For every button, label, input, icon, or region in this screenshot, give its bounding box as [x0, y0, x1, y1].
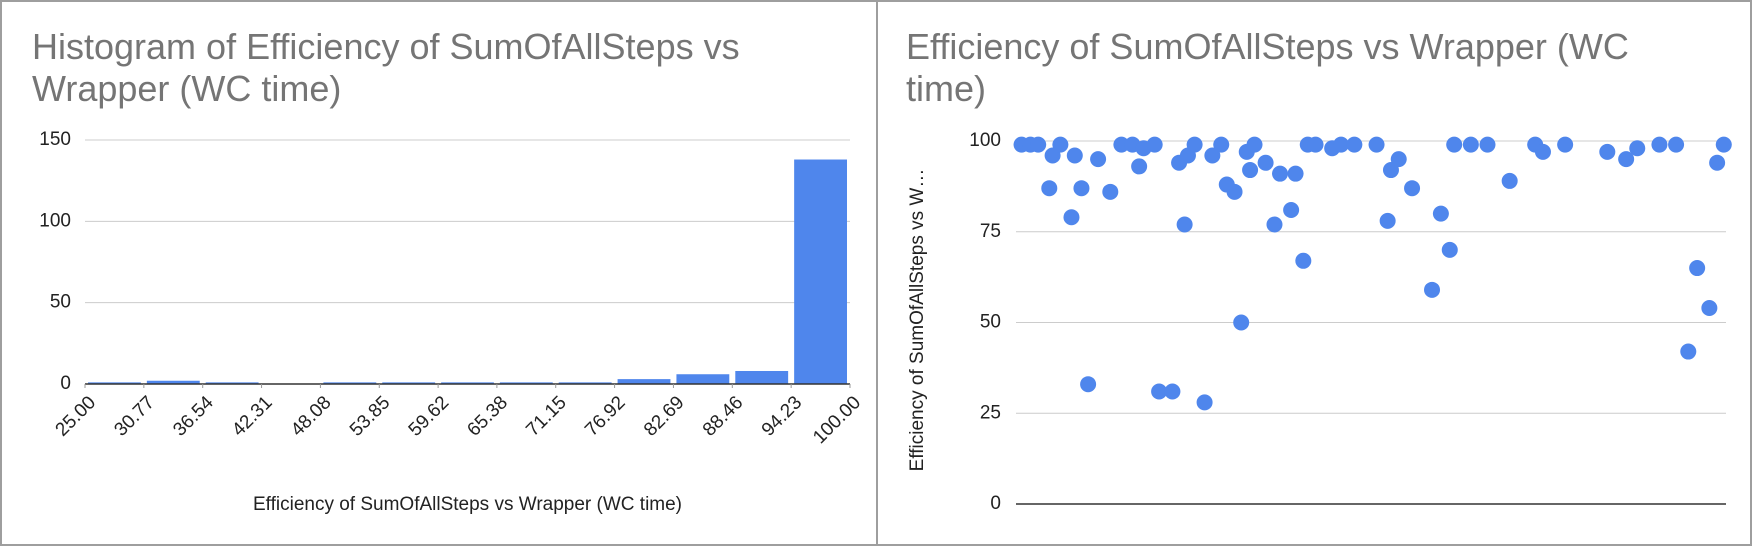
chart-title: Histogram of Efficiency of SumOfAllSteps… — [32, 26, 740, 109]
point — [1295, 252, 1312, 269]
point — [1283, 201, 1300, 218]
bar — [558, 382, 612, 384]
point — [1462, 136, 1479, 153]
point — [1287, 165, 1304, 182]
point — [1131, 158, 1148, 175]
bar — [441, 382, 494, 384]
point — [1213, 136, 1230, 153]
y-tick-label: 150 — [39, 129, 71, 150]
point — [1257, 154, 1274, 171]
y-tick-label: 50 — [50, 292, 71, 313]
point — [1715, 136, 1732, 153]
point — [1164, 383, 1181, 400]
x-tick-label: 42.31 — [228, 392, 276, 440]
point — [1266, 216, 1283, 233]
point — [1390, 151, 1407, 168]
point — [1113, 136, 1130, 153]
x-tick-label: 59.62 — [405, 392, 453, 440]
bar — [88, 382, 141, 384]
point — [1441, 241, 1458, 258]
point — [1063, 209, 1080, 226]
point — [1196, 394, 1213, 411]
point — [1151, 383, 1168, 400]
point — [1176, 216, 1193, 233]
y-tick-label: 100 — [969, 130, 1001, 151]
point — [1204, 147, 1221, 164]
point — [1668, 136, 1685, 153]
point — [1090, 151, 1107, 168]
bar — [617, 379, 671, 384]
x-tick-label: 82.69 — [640, 392, 688, 440]
point — [1501, 172, 1518, 189]
point — [1073, 180, 1090, 197]
x-axis-label: Efficiency of SumOfAllSteps vs Wrapper (… — [253, 494, 682, 515]
point — [1041, 180, 1058, 197]
y-tick-label: 100 — [39, 210, 71, 231]
point — [1242, 162, 1259, 179]
point — [1379, 212, 1396, 229]
x-tick-label: 76.92 — [581, 392, 629, 440]
x-tick-label: 30.77 — [110, 392, 158, 440]
point — [1680, 343, 1697, 360]
point — [1404, 180, 1421, 197]
y-tick-label: 25 — [980, 402, 1001, 423]
bar — [735, 370, 789, 384]
point — [1629, 140, 1646, 157]
point — [1186, 136, 1203, 153]
point — [1689, 260, 1706, 277]
point — [1030, 136, 1047, 153]
point — [1052, 136, 1069, 153]
bar — [794, 159, 847, 384]
point — [1557, 136, 1574, 153]
point — [1272, 165, 1289, 182]
point — [1599, 143, 1616, 160]
point — [1226, 183, 1243, 200]
point — [1479, 136, 1496, 153]
y-tick-label: 0 — [60, 373, 71, 394]
x-tick-label: 25.00 — [52, 392, 100, 440]
point — [1307, 136, 1324, 153]
bar — [676, 374, 730, 384]
point — [1333, 136, 1350, 153]
point — [1651, 136, 1668, 153]
x-tick-label: 100.00 — [809, 392, 865, 448]
point — [1146, 136, 1163, 153]
bar — [146, 380, 200, 384]
point — [1066, 147, 1083, 164]
point — [1432, 205, 1449, 222]
x-tick-label: 53.85 — [346, 392, 394, 440]
point — [1534, 143, 1551, 160]
point — [1424, 281, 1441, 298]
bar — [382, 382, 436, 384]
point — [1446, 136, 1463, 153]
point — [1346, 136, 1363, 153]
point — [1233, 314, 1250, 331]
x-tick-label: 88.46 — [699, 392, 747, 440]
x-tick-label: 94.23 — [758, 392, 806, 440]
chart-title: Efficiency of SumOfAllSteps vs Wrapper (… — [906, 26, 1629, 109]
scatter-panel — [876, 0, 1752, 546]
bar — [323, 382, 377, 384]
point — [1246, 136, 1263, 153]
bar — [205, 382, 259, 384]
point — [1618, 151, 1635, 168]
x-tick-label: 65.38 — [463, 392, 511, 440]
point — [1102, 183, 1119, 200]
y-tick-label: 75 — [980, 221, 1001, 242]
y-tick-label: 0 — [990, 493, 1001, 514]
point — [1701, 299, 1718, 316]
bar — [499, 382, 553, 384]
x-tick-label: 36.54 — [169, 392, 218, 441]
point — [1709, 154, 1726, 171]
x-tick-label: 48.08 — [287, 392, 335, 440]
x-tick-label: 71.15 — [522, 392, 570, 440]
point — [1368, 136, 1385, 153]
point — [1080, 376, 1097, 393]
y-axis-label: Efficiency of SumOfAllSteps vs W… — [907, 169, 928, 472]
y-tick-label: 50 — [980, 312, 1001, 333]
